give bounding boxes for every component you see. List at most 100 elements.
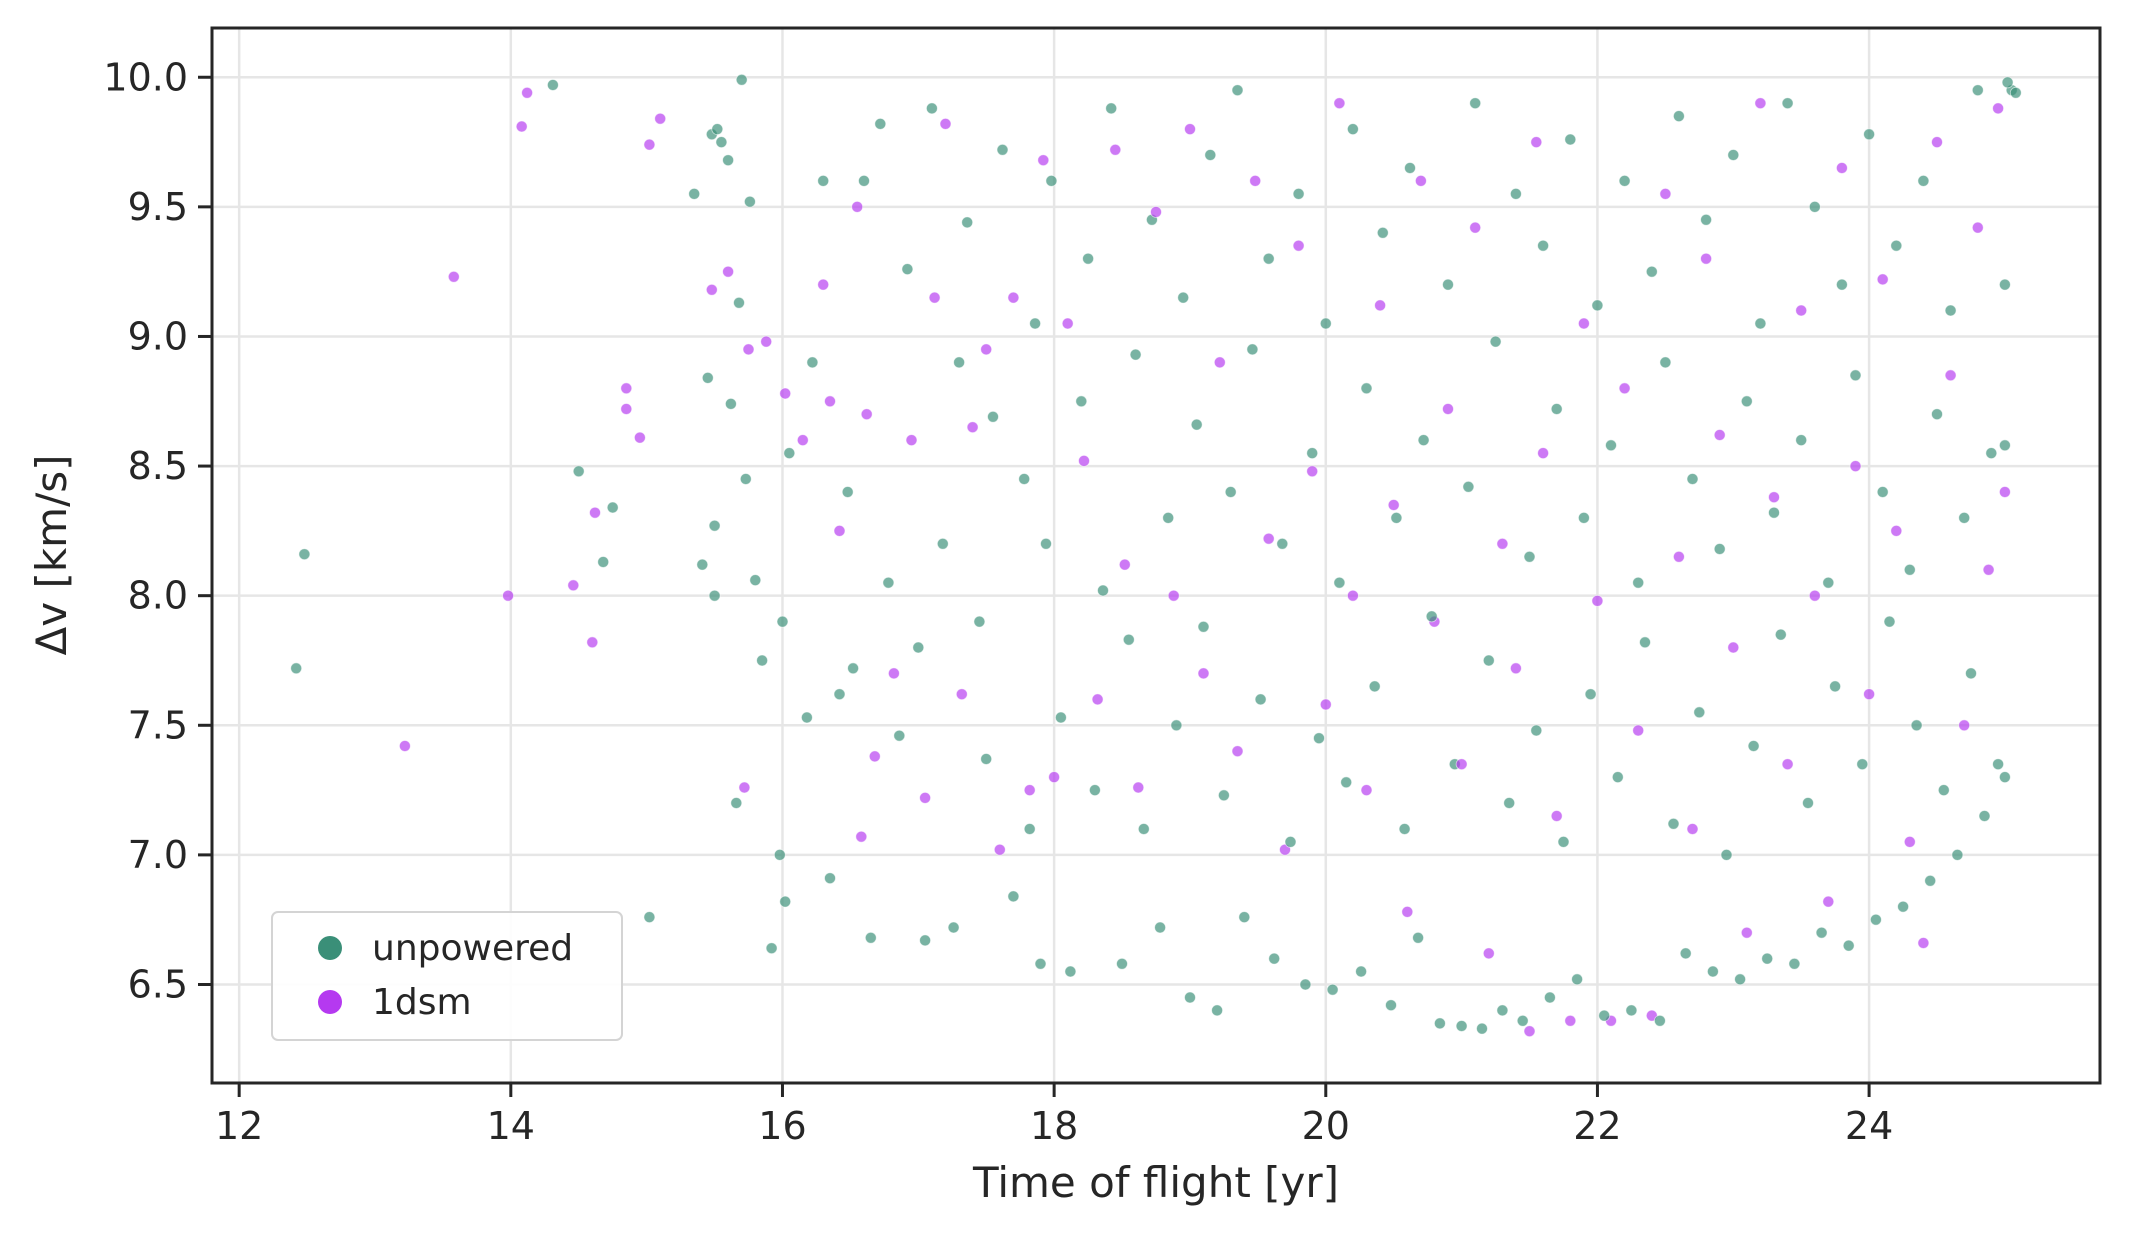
legend: unpowered 1dsm — [271, 911, 623, 1041]
scatter-point-1dsm — [1768, 491, 1780, 504]
scatter-point-1dsm — [868, 750, 881, 763]
legend-label-unpowered: unpowered — [372, 928, 573, 969]
scatter-point-unpowered — [1890, 239, 1903, 252]
scatter-point-unpowered — [1645, 265, 1658, 278]
scatter-point-unpowered — [1788, 957, 1801, 970]
scatter-point-unpowered — [1707, 965, 1719, 978]
scatter-point-1dsm — [1700, 252, 1712, 265]
scatter-point-1dsm — [1292, 239, 1305, 252]
scatter-point-unpowered — [1808, 200, 1821, 213]
scatter-point-1dsm — [1591, 595, 1604, 607]
scatter-point-unpowered — [1224, 486, 1237, 498]
scatter-point-unpowered — [1326, 983, 1339, 996]
scatter-point-unpowered — [1299, 978, 1312, 991]
scatter-point-unpowered — [1598, 1009, 1611, 1022]
scatter-point-unpowered — [1075, 395, 1088, 408]
scatter-point-1dsm — [928, 291, 941, 304]
scatter-point-1dsm — [1523, 1025, 1536, 1038]
scatter-point-unpowered — [912, 641, 925, 654]
scatter-point-unpowered — [1442, 278, 1454, 291]
scatter-point-unpowered — [1197, 620, 1210, 633]
scatter-point-unpowered — [833, 688, 846, 701]
scatter-point-unpowered — [1910, 719, 1923, 732]
scatter-point-1dsm — [1319, 698, 1332, 711]
scatter-point-1dsm — [620, 403, 633, 415]
scatter-point-1dsm — [1931, 136, 1943, 149]
scatter-point-unpowered — [1319, 317, 1332, 330]
scatter-point-unpowered — [1876, 486, 1889, 498]
scatter-point-unpowered — [756, 654, 768, 667]
scatter-point-unpowered — [1530, 724, 1543, 737]
scatter-point-1dsm — [1618, 382, 1631, 395]
scatter-point-unpowered — [947, 921, 960, 934]
scatter-point-unpowered — [858, 174, 870, 187]
scatter-point-1dsm — [980, 343, 993, 356]
x-tick-label: 14 — [487, 1104, 535, 1148]
scatter-point-unpowered — [806, 356, 819, 369]
scatter-point-1dsm — [586, 636, 599, 649]
scatter-point-unpowered — [1654, 1014, 1666, 1027]
scatter-point-unpowered — [773, 849, 786, 861]
scatter-point-unpowered — [606, 501, 619, 514]
scatter-point-unpowered — [1129, 348, 1142, 361]
scatter-point-unpowered — [980, 753, 993, 765]
scatter-point-unpowered — [1740, 395, 1753, 408]
scatter-point-unpowered — [765, 942, 778, 955]
scatter-point-unpowered — [1557, 836, 1570, 848]
scatter-point-unpowered — [1822, 576, 1835, 589]
scatter-point-1dsm — [1971, 221, 1984, 234]
scatter-point-unpowered — [824, 872, 836, 885]
scatter-point-1dsm — [1415, 174, 1427, 187]
scatter-point-1dsm — [1442, 403, 1454, 415]
scatter-point-1dsm — [1061, 317, 1074, 330]
scatter-point-unpowered — [1693, 706, 1706, 719]
scatter-point-unpowered — [1550, 403, 1563, 415]
scatter-point-1dsm — [722, 265, 734, 278]
scatter-point-1dsm — [620, 382, 633, 395]
scatter-point-unpowered — [711, 123, 724, 136]
scatter-point-1dsm — [1876, 273, 1889, 286]
scatter-point-unpowered — [1184, 991, 1196, 1004]
scatter-point-unpowered — [1368, 680, 1381, 693]
scatter-point-unpowered — [1971, 84, 1984, 97]
scatter-point-unpowered — [1190, 418, 1203, 431]
scatter-point-unpowered — [1064, 965, 1077, 978]
scatter-point-1dsm — [1249, 174, 1262, 187]
scatter-point-1dsm — [1917, 937, 1930, 949]
scatter-point-1dsm — [824, 395, 836, 408]
scatter-point-unpowered — [1105, 102, 1118, 115]
scatter-point-1dsm — [1306, 465, 1319, 478]
scatter-point-unpowered — [1162, 512, 1175, 524]
scatter-point-1dsm — [855, 830, 868, 843]
scatter-point-unpowered — [1018, 473, 1031, 485]
scatter-point-unpowered — [1944, 304, 1957, 317]
scatter-point-unpowered — [744, 195, 756, 208]
y-axis-label: Δv [km/s] — [27, 455, 76, 656]
scatter-point-1dsm — [760, 335, 773, 348]
scatter-point-1dsm — [515, 120, 528, 133]
scatter-point-1dsm — [817, 278, 830, 291]
scatter-point-1dsm — [1550, 810, 1563, 822]
scatter-point-unpowered — [1489, 335, 1502, 348]
legend-items: unpowered 1dsm — [318, 928, 573, 1023]
x-tick-label: 16 — [758, 1104, 806, 1148]
scatter-point-1dsm — [1078, 454, 1090, 467]
scatter-point-1dsm — [1213, 356, 1226, 369]
scatter-point-unpowered — [597, 556, 610, 568]
scatter-point-1dsm — [705, 283, 718, 296]
scatter-point-1dsm — [1795, 304, 1808, 317]
scatter-point-unpowered — [919, 934, 931, 947]
scatter-point-unpowered — [1611, 771, 1624, 783]
scatter-point-1dsm — [1109, 143, 1122, 156]
scatter-point-unpowered — [1679, 947, 1692, 960]
scatter-point-unpowered — [1686, 473, 1699, 485]
scatter-point-unpowered — [1999, 278, 2011, 291]
scatter-point-1dsm — [1401, 906, 1414, 918]
scatter-point-unpowered — [1897, 900, 1909, 913]
scatter-point-unpowered — [847, 662, 859, 675]
scatter-point-1dsm — [1727, 641, 1740, 654]
scatter-point-unpowered — [1462, 480, 1475, 493]
scatter-point-unpowered — [1204, 149, 1217, 161]
scatter-point-1dsm — [779, 387, 792, 400]
